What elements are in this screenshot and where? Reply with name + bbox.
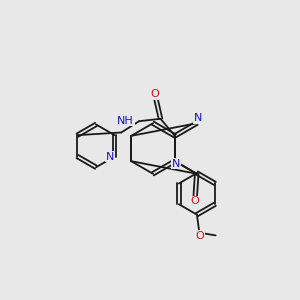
Text: N: N [106, 152, 114, 162]
Text: O: O [150, 89, 159, 99]
Text: O: O [196, 231, 204, 241]
Text: N: N [172, 158, 181, 169]
Text: NH: NH [117, 116, 134, 126]
Text: O: O [191, 196, 200, 206]
Text: N: N [194, 113, 202, 124]
